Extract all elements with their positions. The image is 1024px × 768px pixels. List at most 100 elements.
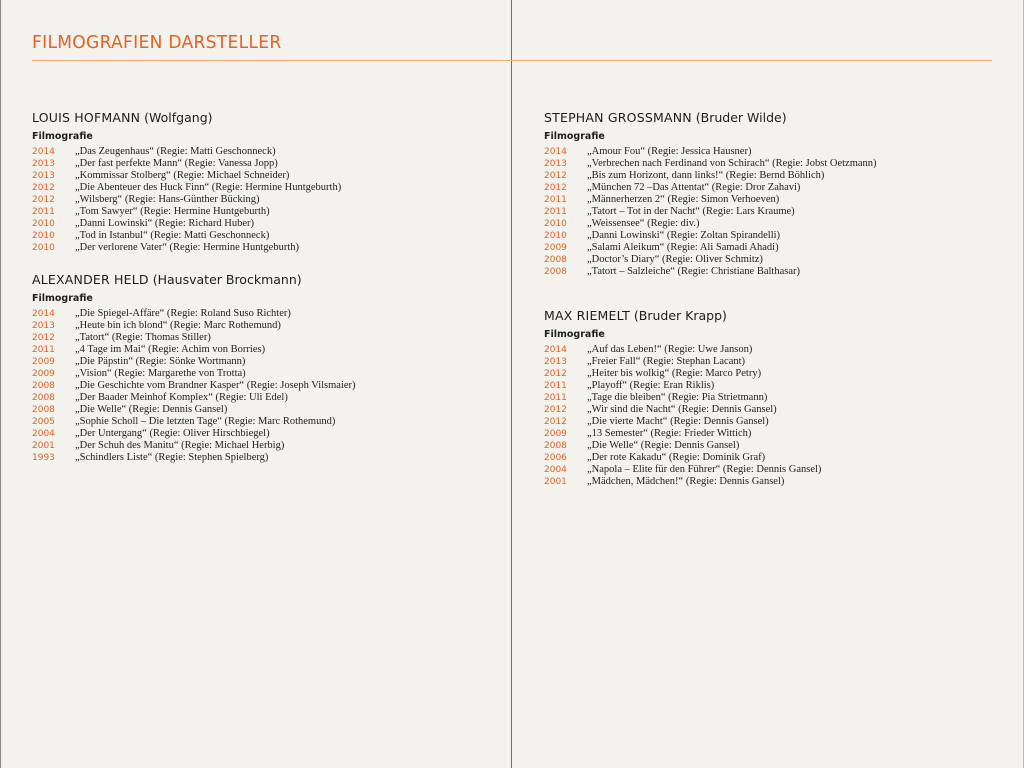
film-year: 2012 [32,195,55,205]
film-year: 2012 [32,333,55,343]
film-year: 2009 [544,243,567,253]
film-entry: 2012 „Heiter bis wolkig“ (Regie: Marco Pe… [544,368,1014,380]
film-entry: 2010 „Weissensee“ (Regie: div.) [544,218,1014,230]
actor-role: (Hausvater Brockmann) [152,272,302,287]
film-year: 2014 [544,345,567,355]
film-year: 2011 [544,381,567,391]
film-year: 2012 [32,183,55,193]
film-year: 2012 [544,183,567,193]
actor-role: (Bruder Wilde) [695,110,787,125]
film-title: „Das Zeugenhaus“ (Regie: Matti Geschonne… [75,146,276,157]
actor-heading: LOUIS HOFMANN (Wolfgang) [32,110,502,126]
film-title: „Vision“ (Regie: Margarethe von Trotta) [75,368,246,379]
film-year: 2009 [544,429,567,439]
film-year: 2013 [544,159,567,169]
film-entry: 2011 „Tage die bleiben“ (Regie: Pia Strie… [544,392,1014,404]
film-year: 2011 [32,207,55,217]
film-title: „Der Schuh des Manitu“ (Regie: Michael H… [75,440,285,451]
film-year: 2013 [32,159,55,169]
film-year: 2008 [544,255,567,265]
film-entry: 2013 „Freier Fall“ (Regie: Stephan Lacant… [544,356,1014,368]
film-year: 2010 [544,219,567,229]
film-year: 2008 [544,267,567,277]
film-title: „Tatort – Tot in der Nacht“ (Regie: Lars… [587,206,795,217]
film-entry: 2010 „Der verlorene Vater“ (Regie: Hermin… [32,242,502,254]
film-title: „Tatort – Salzleiche“ (Regie: Christiane… [587,266,800,277]
film-title: „München 72 –Das Attentat“ (Regie: Dror … [587,182,801,193]
film-entry: 2014 „Die Spiegel-Affäre“ (Regie: Roland … [32,308,502,320]
film-year: 2012 [544,171,567,181]
film-title: „Die Abenteuer des Huck Finn“ (Regie: He… [75,182,342,193]
film-year: 2012 [544,405,567,415]
film-entry: 2011 „Männerherzen 2“ (Regie: Simon Verho… [544,194,1014,206]
film-entry: 2009 „Vision“ (Regie: Margarethe von Trot… [32,368,502,380]
film-entry: 1993 „Schindlers Liste“ (Regie: Stephen S… [32,452,502,464]
film-title: „Männerherzen 2“ (Regie: Simon Verhoeven… [587,194,780,205]
film-entry: 2001 „Mädchen, Mädchen!“ (Regie: Dennis G… [544,476,1014,488]
film-title: „Danni Lowinski“ (Regie: Zoltan Spirande… [587,230,781,241]
film-title: „Weissensee“ (Regie: div.) [587,218,700,229]
film-year: 2013 [32,171,55,181]
page-spine-divider [511,0,512,768]
film-title: „Tom Sawyer“ (Regie: Hermine Huntgeburth… [75,206,270,217]
film-title: „Verbrechen nach Ferdinand von Schirach“… [587,158,877,169]
film-title: „Sophie Scholl – Die letzten Tage“ (Regi… [75,416,336,427]
film-title: „Auf das Leben!“ (Regie: Uwe Janson) [587,344,753,355]
page-title: FILMOGRAFIEN DARSTELLER [32,32,282,53]
filmography-subheading: Filmografie [32,131,93,142]
film-year: 2010 [32,231,55,241]
film-year: 2014 [32,309,55,319]
film-entry: 2009 „Salami Aleikum“ (Regie: Ali Samadi … [544,242,1014,254]
film-year: 2010 [32,219,55,229]
film-entry: 2014 „Das Zeugenhaus“ (Regie: Matti Gesch… [32,146,502,158]
film-title: „Der Baader Meinhof Komplex“ (Regie: Uli… [75,392,288,403]
title-rule [32,60,992,61]
filmography-subheading: Filmografie [544,329,605,340]
film-year: 2008 [32,405,55,415]
film-entry: 2011 „4 Tage im Mai“ (Regie: Achim von Bo… [32,344,502,356]
film-title: „4 Tage im Mai“ (Regie: Achim von Borrie… [75,344,266,355]
film-entry: 2012 „Wir sind die Nacht“ (Regie: Dennis … [544,404,1014,416]
filmography-subheading: Filmografie [32,293,93,304]
film-title: „Tatort“ (Regie: Thomas Stiller) [75,332,211,343]
film-entry: 2009 „Die Päpstin“ (Regie: Sönke Wortmann… [32,356,502,368]
film-title: „Die Welle“ (Regie: Dennis Gansel) [75,404,228,415]
film-year: 2011 [32,345,55,355]
film-year: 2010 [32,243,55,253]
page-edge-left [0,0,1,768]
film-entry: 2013 „Verbrechen nach Ferdinand von Schir… [544,158,1014,170]
actor-name: LOUIS HOFMANN [32,110,141,125]
film-title: „Der Untergang“ (Regie: Oliver Hirschbie… [75,428,270,439]
film-entry: 2008 „Doctor’s Diary“ (Regie: Oliver Schm… [544,254,1014,266]
actor-section-max-riemelt: MAX RIEMELT (Bruder Krapp) Filmografie 201… [544,308,1014,488]
film-entry: 2014 „Auf das Leben!“ (Regie: Uwe Janson) [544,344,1014,356]
film-entry: 2012 „Wilsberg“ (Regie: Hans-Günther Bück… [32,194,502,206]
actor-section-louis-hofmann: LOUIS HOFMANN (Wolfgang) Filmografie 2014 „… [32,110,502,254]
film-title: „Tage die bleiben“ (Regie: Pia Strietman… [587,392,768,403]
film-title: „Schindlers Liste“ (Regie: Stephen Spiel… [75,452,269,463]
film-title: „Bis zum Horizont, dann links!“ (Regie: … [587,170,825,181]
film-entry: 2012 „Tatort“ (Regie: Thomas Stiller) [32,332,502,344]
actor-heading: MAX RIEMELT (Bruder Krapp) [544,308,1014,324]
film-entry: 2011 „Tom Sawyer“ (Regie: Hermine Huntgeb… [32,206,502,218]
film-title: „Freier Fall“ (Regie: Stephan Lacant) [587,356,746,367]
film-year: 2001 [32,441,55,451]
film-title: „Der fast perfekte Mann“ (Regie: Vanessa… [75,158,278,169]
film-title: „Danni Lowinski“ (Regie: Richard Huber) [75,218,255,229]
film-entry: 2014 „Amour Fou“ (Regie: Jessica Hausner) [544,146,1014,158]
film-entry: 2010 „Tod in Istanbul“ (Regie: Matti Gesc… [32,230,502,242]
film-title: „Die vierte Macht“ (Regie: Dennis Gansel… [587,416,769,427]
film-entry: 2013 „Kommissar Stolberg“ (Regie: Michael… [32,170,502,182]
film-entry: 2011 „Tatort – Tot in der Nacht“ (Regie: … [544,206,1014,218]
film-title: „Heute bin ich blond“ (Regie: Marc Rothe… [75,320,281,331]
film-entry: 2011 „Playoff“ (Regie: Eran Riklis) [544,380,1014,392]
film-year: 2013 [32,321,55,331]
actor-heading: STEPHAN GROSSMANN (Bruder Wilde) [544,110,1014,126]
film-year: 2008 [32,393,55,403]
actor-role: (Wolfgang) [144,110,213,125]
film-entry: 2004 „Der Untergang“ (Regie: Oliver Hirsc… [32,428,502,440]
film-entry: 2008 „Die Welle“ (Regie: Dennis Gansel) [32,404,502,416]
film-list: 2014 „Das Zeugenhaus“ (Regie: Matti Gesch… [32,146,502,254]
film-title: „Wilsberg“ (Regie: Hans-Günther Bücking) [75,194,260,205]
film-year: 2005 [32,417,55,427]
